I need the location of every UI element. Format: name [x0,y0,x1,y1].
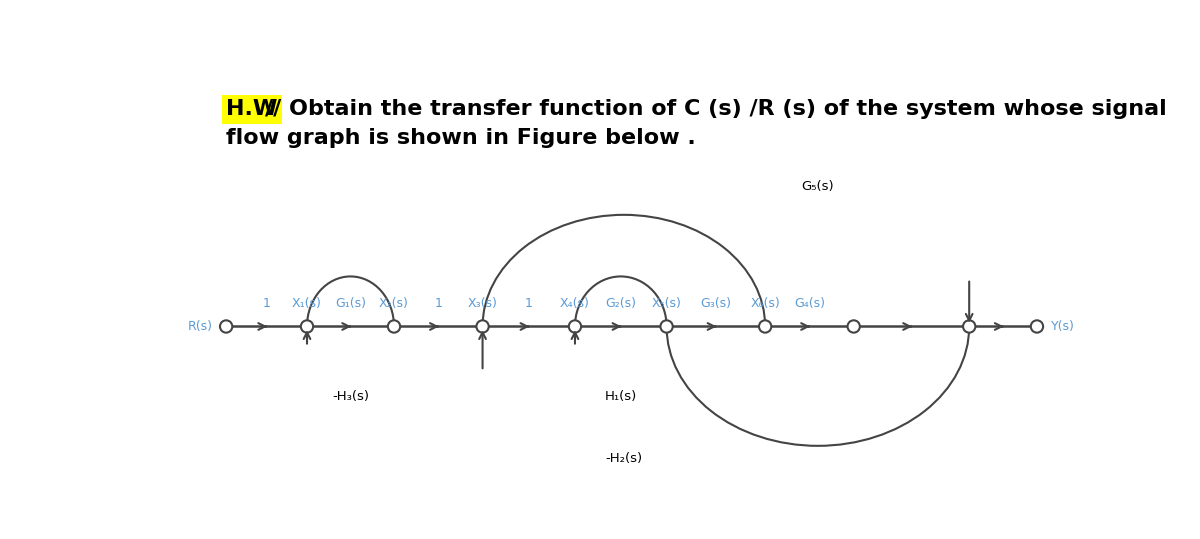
Text: X₅(s): X₅(s) [652,296,682,309]
Circle shape [964,320,976,333]
Text: H₁(s): H₁(s) [605,390,637,403]
Text: 1: 1 [524,296,533,309]
Text: X₆(s): X₆(s) [750,296,780,309]
Text: G₅(s): G₅(s) [802,180,834,194]
Circle shape [1031,320,1043,333]
Text: -H₂(s): -H₂(s) [605,452,642,465]
Text: X₁(s): X₁(s) [292,296,322,309]
Circle shape [476,320,488,333]
Circle shape [220,320,233,333]
Text: G₁(s): G₁(s) [335,296,366,309]
Circle shape [569,320,581,333]
Text: X₄(s): X₄(s) [560,296,590,309]
Text: X₃(s): X₃(s) [468,296,498,309]
Text: G₃(s): G₃(s) [701,296,731,309]
Circle shape [758,320,772,333]
Text: 1: 1 [434,296,443,309]
Text: G₂(s): G₂(s) [605,296,636,309]
Text: Y(s): Y(s) [1051,320,1075,333]
Text: H.W: H.W [226,99,277,119]
Text: 1: 1 [263,296,270,309]
Text: X₂(s): X₂(s) [379,296,409,309]
Text: -H₃(s): -H₃(s) [332,390,370,403]
Circle shape [660,320,673,333]
Text: R(s): R(s) [187,320,212,333]
Text: flow graph is shown in Figure below .: flow graph is shown in Figure below . [226,128,696,148]
Circle shape [847,320,860,333]
Circle shape [301,320,313,333]
Text: G₄(s): G₄(s) [794,296,824,309]
Text: // Obtain the transfer function of C (s) /R (s) of the system whose signal: // Obtain the transfer function of C (s)… [265,99,1166,119]
Circle shape [388,320,400,333]
